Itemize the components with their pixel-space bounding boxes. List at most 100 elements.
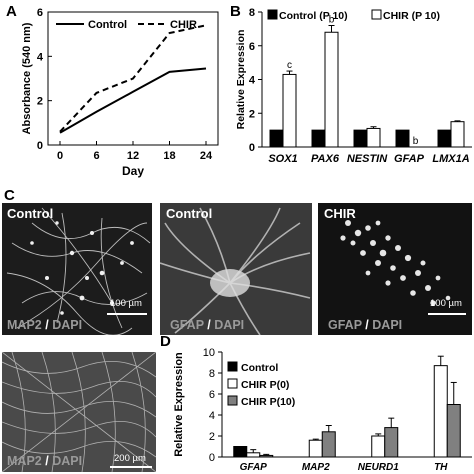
stain-primary: GFAP bbox=[328, 318, 362, 332]
y-tick-label: 4 bbox=[209, 410, 215, 422]
stain-dapi: DAPI bbox=[214, 318, 245, 332]
legend-label: Control bbox=[241, 362, 278, 374]
stain-dapi: DAPI bbox=[52, 318, 83, 332]
significance-letter: b bbox=[329, 15, 335, 26]
bar-gfap bbox=[233, 446, 248, 458]
stain-separator: / bbox=[207, 318, 211, 332]
legend-swatch bbox=[371, 9, 382, 20]
bar-pax6 bbox=[324, 31, 339, 148]
legend-label: CHIR P(0) bbox=[241, 379, 289, 391]
category-label: GFAP bbox=[394, 153, 425, 165]
stain-caption: MAP2 / DAPI bbox=[7, 318, 82, 332]
scale-bar bbox=[107, 313, 147, 315]
bar-sox1 bbox=[282, 73, 297, 148]
series-line-chir bbox=[59, 24, 207, 133]
bar-nestin bbox=[353, 129, 368, 148]
scale-bar bbox=[110, 466, 152, 468]
micrograph-title: Control bbox=[166, 206, 213, 221]
bar-sox1 bbox=[269, 129, 284, 148]
stain-primary: MAP2 bbox=[7, 454, 42, 468]
legend-swatch bbox=[267, 9, 278, 20]
stain-caption: MAP2 / DAPI bbox=[7, 454, 82, 468]
neuron-network-texture bbox=[6, 207, 151, 335]
cell-cluster-texture bbox=[340, 220, 451, 306]
stain-caption: GFAP / DAPI bbox=[328, 318, 402, 332]
panel-label-c: C bbox=[4, 187, 15, 204]
category-label: NEURD1 bbox=[358, 462, 400, 473]
y-tick-label: 8 bbox=[249, 7, 255, 19]
bar-lmx1a bbox=[437, 129, 452, 148]
y-tick-label: 8 bbox=[209, 368, 215, 380]
x-tick-label: 12 bbox=[127, 150, 139, 162]
legend-label: Control bbox=[88, 19, 127, 31]
y-axis-label: Relative Expression bbox=[173, 352, 185, 457]
category-label: PAX6 bbox=[311, 153, 340, 165]
micrograph-title: CHIR bbox=[324, 206, 356, 221]
y-tick-label: 10 bbox=[203, 347, 215, 359]
stain-separator: / bbox=[45, 318, 49, 332]
bar-lmx1a bbox=[450, 121, 465, 148]
bar-pax6 bbox=[311, 129, 326, 148]
panel-label-a: A bbox=[6, 3, 17, 20]
y-tick-label: 6 bbox=[249, 41, 255, 53]
stain-caption: GFAP / DAPI bbox=[170, 318, 244, 332]
y-tick-label: 6 bbox=[209, 389, 215, 401]
category-label: SOX1 bbox=[268, 153, 297, 165]
micrograph-chir-gfap: CHIR GFAP / DAPI 100 µm bbox=[318, 203, 472, 335]
significance-letter: c bbox=[287, 60, 292, 71]
x-tick-label: 24 bbox=[200, 150, 213, 162]
y-tick-label: 2 bbox=[209, 431, 215, 443]
x-tick-label: 18 bbox=[163, 150, 175, 162]
legend-label: CHIR (P 10) bbox=[383, 10, 440, 22]
panel-label-b: B bbox=[230, 3, 241, 20]
category-label: LMX1A bbox=[432, 153, 469, 165]
stain-dapi: DAPI bbox=[52, 454, 83, 468]
stain-dapi: DAPI bbox=[372, 318, 403, 332]
legend-swatch bbox=[227, 395, 238, 406]
category-label: GFAP bbox=[240, 462, 268, 473]
category-label: NESTIN bbox=[347, 153, 388, 165]
stain-primary: GFAP bbox=[170, 318, 204, 332]
x-tick-label: 0 bbox=[57, 150, 63, 162]
category-label: MAP2 bbox=[302, 462, 330, 473]
legend-label: Control (P 10) bbox=[279, 10, 348, 22]
x-axis-label: Day bbox=[122, 164, 144, 178]
bar-gfap bbox=[246, 452, 261, 458]
bar-gfap bbox=[395, 129, 410, 148]
stain-separator: / bbox=[365, 318, 369, 332]
micrograph-control-gfap: Control GFAP / DAPI bbox=[160, 203, 312, 335]
x-tick-label: 6 bbox=[93, 150, 99, 162]
significance-letter: b bbox=[413, 136, 419, 147]
legend-label: CHIR P(10) bbox=[241, 396, 295, 408]
bar-gfap bbox=[259, 454, 274, 458]
bar-map2 bbox=[321, 431, 336, 458]
bar-th bbox=[446, 404, 461, 458]
scale-bar-label: 100 µm bbox=[430, 298, 462, 309]
bar-neurd1 bbox=[384, 427, 399, 458]
y-tick-label: 4 bbox=[249, 75, 256, 87]
legend-swatch bbox=[227, 378, 238, 389]
micrograph-chir-map2: MAP2 / DAPI 200 µm bbox=[2, 352, 156, 472]
scale-bar-label: 200 µm bbox=[114, 453, 146, 464]
scale-bar-label: 100 µm bbox=[110, 298, 142, 309]
y-tick-label: 4 bbox=[37, 51, 44, 63]
micrograph-control-map2: Control MAP2 / DAPI 100 µm bbox=[2, 203, 152, 335]
series-line-control bbox=[59, 67, 207, 134]
micrograph-title: Control bbox=[7, 206, 54, 221]
bar-map2 bbox=[308, 439, 323, 458]
astrocyte-texture bbox=[160, 207, 311, 335]
bar-nestin bbox=[366, 127, 381, 148]
panel-label-d: D bbox=[160, 333, 171, 350]
bar-th bbox=[433, 365, 448, 458]
y-tick-label: 0 bbox=[37, 140, 43, 152]
y-tick-label: 0 bbox=[209, 452, 215, 464]
bar-neurd1 bbox=[371, 435, 386, 458]
category-label: TH bbox=[434, 462, 448, 473]
y-tick-label: 2 bbox=[249, 108, 255, 120]
y-tick-label: 0 bbox=[249, 142, 255, 154]
y-axis-label: Relative Expression bbox=[235, 30, 247, 130]
dense-neurite-texture bbox=[2, 352, 156, 472]
